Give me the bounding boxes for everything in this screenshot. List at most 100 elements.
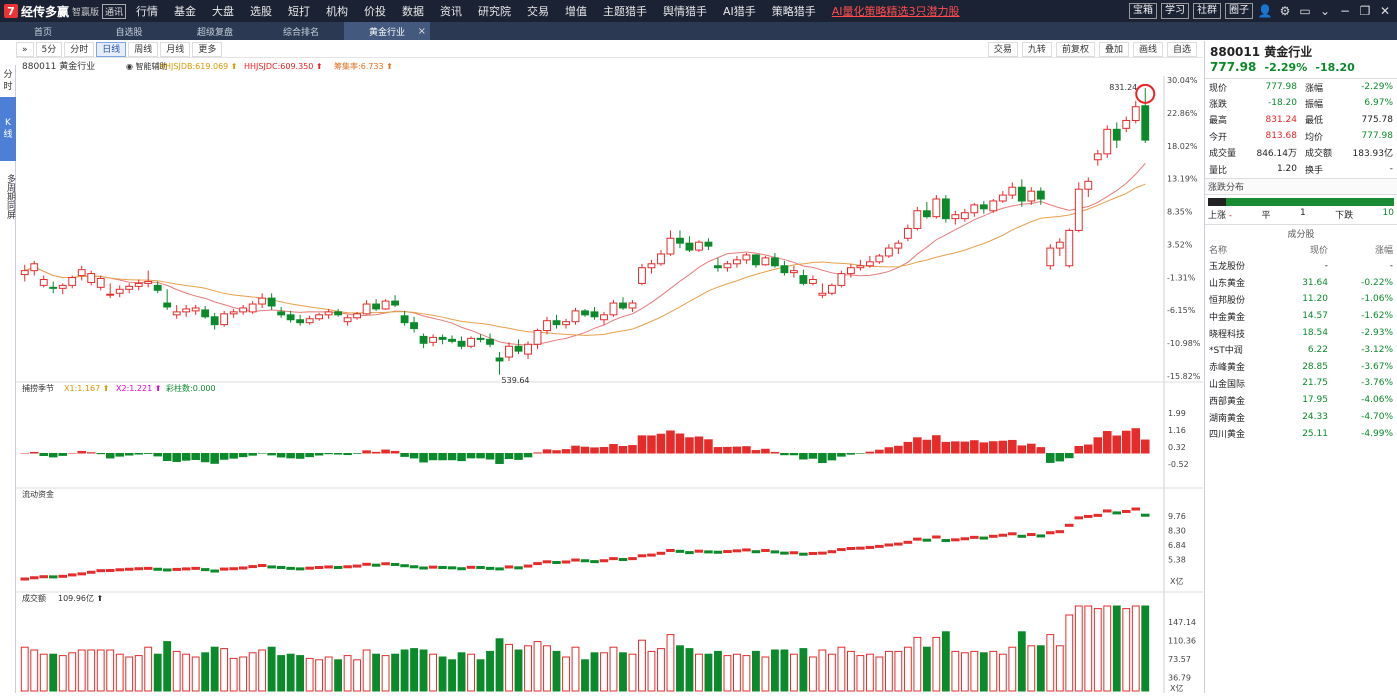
panel2-tick: 0.32 xyxy=(1168,443,1186,452)
component-row[interactable]: 恒邦股份 11.20 -1.06% xyxy=(1205,291,1397,308)
period-button-2[interactable]: 日线 xyxy=(96,41,127,57)
tool-button-2[interactable]: 前复权 xyxy=(1055,42,1095,57)
volume-bar xyxy=(39,653,48,692)
flow-mark xyxy=(1036,534,1046,538)
volume-bar xyxy=(429,653,437,692)
component-row[interactable]: 中金黄金 14.57 -1.62% xyxy=(1205,308,1397,325)
treasure-box-button[interactable]: 宝箱 xyxy=(1129,3,1157,19)
tab-0[interactable]: 首页 xyxy=(0,22,86,40)
volume-bar xyxy=(144,646,153,692)
tab-1[interactable]: 自选股 xyxy=(86,22,172,40)
window-icon[interactable]: ▭ xyxy=(1299,4,1311,18)
osc-bar xyxy=(67,453,77,454)
candle-body xyxy=(296,319,305,324)
volume-bar xyxy=(353,659,362,692)
menu-item-3[interactable]: 选股 xyxy=(250,5,272,18)
close-icon[interactable]: ✕ xyxy=(1379,4,1391,18)
volume-bar xyxy=(714,650,722,692)
menu-item-0[interactable]: 行情 xyxy=(136,5,158,18)
osc-bar xyxy=(742,446,751,454)
circle-button[interactable]: 圈子 xyxy=(1225,3,1253,19)
tool-button-3[interactable]: 叠加 xyxy=(1098,42,1129,57)
volume-bar xyxy=(134,655,143,692)
quote-value: - xyxy=(1389,164,1393,175)
tool-button-0[interactable]: 交易 xyxy=(987,42,1018,57)
close-tab-icon[interactable]: × xyxy=(417,25,426,37)
menu-item-10[interactable]: 交易 xyxy=(527,5,549,18)
period-button-1[interactable]: 分时 xyxy=(64,41,95,57)
menu-item-12[interactable]: 主题猎手 xyxy=(603,5,647,18)
menu-item-4[interactable]: 短打 xyxy=(288,5,310,18)
menu-item-2[interactable]: 大盘 xyxy=(212,5,234,18)
tool-button-5[interactable]: 自选 xyxy=(1166,42,1197,57)
tool-button-1[interactable]: 九转 xyxy=(1021,42,1052,57)
component-row[interactable]: 山东黄金 31.64 -0.22% xyxy=(1205,274,1397,291)
community-button[interactable]: 社群 xyxy=(1193,3,1221,19)
component-row[interactable]: 晓程科技 18.54 -2.93% xyxy=(1205,325,1397,342)
menu-item-8[interactable]: 资讯 xyxy=(440,5,462,18)
component-row[interactable]: 四川黄金 25.11 -4.99% xyxy=(1205,425,1397,442)
osc-bar xyxy=(362,450,371,454)
candle-body xyxy=(39,278,48,286)
pct-tick-label: 30.04% xyxy=(1167,76,1198,85)
edition-label: 智赢版 xyxy=(72,7,100,18)
candle-body xyxy=(789,270,798,274)
menu-item-13[interactable]: 舆情猎手 xyxy=(663,5,707,18)
panel4-value: 109.96亿 ⬆ xyxy=(58,593,103,603)
quote-value: 1.20 xyxy=(1276,164,1297,175)
view-tab-timeshare[interactable]: 分时 xyxy=(3,70,13,92)
component-row[interactable]: 玉龙股份 - - xyxy=(1205,258,1397,275)
quote-row: 涨跌 -18.20 振幅 6.97% xyxy=(1205,95,1397,112)
component-row[interactable]: 西部黄金 17.95 -4.06% xyxy=(1205,392,1397,409)
view-tab-multi-period[interactable]: 多周期同屏 xyxy=(5,173,15,219)
minimize-icon[interactable]: − xyxy=(1339,4,1351,18)
component-row[interactable]: 湖南黄金 24.33 -4.70% xyxy=(1205,409,1397,426)
period-button-0[interactable]: 5分 xyxy=(35,41,63,57)
osc-bar xyxy=(1084,444,1093,454)
tool-button-4[interactable]: 画线 xyxy=(1132,42,1163,57)
panel2-x2: X2:1.221 ⬆ xyxy=(116,384,161,393)
candle-body xyxy=(619,302,627,309)
period-button-4[interactable]: 月线 xyxy=(160,41,191,57)
app-logo[interactable]: 7 经传多赢 智赢版 通讯 xyxy=(0,3,128,20)
component-row[interactable]: *ST中润 6.22 -3.12% xyxy=(1205,341,1397,358)
volume-bar xyxy=(467,653,475,692)
flow-mark xyxy=(105,568,115,572)
menu-item-7[interactable]: 数据 xyxy=(402,5,424,18)
menu-item-16[interactable]: AI量化策略精选3只潜力股 xyxy=(831,5,960,18)
period-button-3[interactable]: 周线 xyxy=(128,41,159,57)
last-price: 777.98 xyxy=(1210,60,1257,74)
component-cell: 湖南黄金 xyxy=(1209,413,1246,424)
component-row[interactable]: 赤峰黄金 28.85 -3.67% xyxy=(1205,358,1397,375)
components-table: 名称 现价 涨幅 玉龙股份 - - 山东黄金 31.64 -0.22% 恒邦股份 11.20 -1.0… xyxy=(1205,242,1397,443)
menu-item-14[interactable]: AI猎手 xyxy=(723,5,756,18)
menu-item-6[interactable]: 价投 xyxy=(364,5,386,18)
menu-item-5[interactable]: 机构 xyxy=(326,5,348,18)
menu-item-11[interactable]: 增值 xyxy=(565,5,587,18)
tab-2[interactable]: 超级复盘 xyxy=(172,22,258,40)
tab-4[interactable]: 黄金行业 × xyxy=(344,22,430,40)
osc-bar xyxy=(447,453,457,461)
user-icon[interactable]: 👤 xyxy=(1257,4,1273,18)
candle-body xyxy=(391,300,400,306)
restore-icon[interactable]: ❐ xyxy=(1359,4,1371,18)
abs-change: -18.20 xyxy=(1315,61,1355,74)
expand-icon[interactable]: » xyxy=(16,41,34,57)
menu-item-9[interactable]: 研究院 xyxy=(478,5,511,18)
candle-body xyxy=(49,286,58,289)
menu-item-15[interactable]: 策略猎手 xyxy=(771,5,816,18)
period-button-5[interactable]: 更多 xyxy=(192,41,223,57)
tab-3[interactable]: 综合排名 xyxy=(258,22,344,40)
flow-mark xyxy=(609,557,618,561)
volume-bar xyxy=(552,650,561,692)
chevron-down-icon[interactable]: ⌄ xyxy=(1319,4,1331,18)
volume-bar xyxy=(609,646,618,692)
menu-item-1[interactable]: 基金 xyxy=(174,5,196,18)
learn-button[interactable]: 学习 xyxy=(1161,3,1189,19)
flow-mark xyxy=(314,565,324,569)
gear-icon[interactable]: ⚙ xyxy=(1279,4,1291,18)
component-row[interactable]: 山金国际 21.75 -3.76% xyxy=(1205,375,1397,392)
chart-area[interactable]: 880011 黄金行业 ◉ 智能辅助 HHJSJDB:619.069 ⬆ HHJSJD… xyxy=(16,58,1203,693)
